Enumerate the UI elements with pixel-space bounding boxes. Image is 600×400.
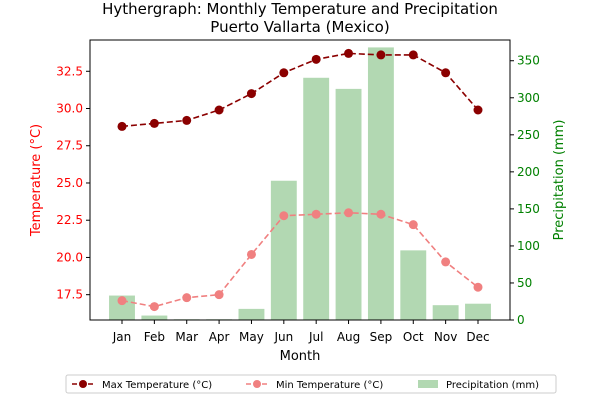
- min-temperature-point-may: [246, 249, 256, 259]
- precip-bar-aug: [335, 88, 362, 320]
- chart-title: Hythergraph: Monthly Temperature and Pre…: [102, 0, 498, 18]
- axes: Jan Feb Mar Apr May Jun Jul Aug Sep Oct Nov Dec 17.5…: [56, 39, 540, 344]
- max-temperature-point-jan: [117, 121, 127, 131]
- y-right-tick-label: 350: [517, 54, 540, 68]
- y-axis-right-label: Precipitation (mm): [552, 120, 567, 241]
- max-temperature-point-aug: [344, 48, 354, 58]
- y-right-tick-label: 50: [517, 276, 532, 290]
- x-tick-label: Jul: [308, 330, 323, 344]
- legend-max-temperature-marker: [79, 380, 87, 388]
- min-temperature-point-apr: [214, 290, 224, 300]
- y-right-tick-label: 100: [517, 239, 540, 253]
- max-temperature-point-sep: [376, 50, 386, 60]
- x-tick-label: Dec: [466, 330, 489, 344]
- chart-subtitle: Puerto Vallarta (Mexico): [210, 18, 389, 36]
- min-temperature-point-mar: [182, 293, 192, 303]
- precip-bar-jul: [303, 77, 330, 321]
- y-axis-left-label: Temperature (°C): [29, 124, 44, 237]
- x-axis-label: Month: [280, 349, 321, 364]
- x-tick-label: Mar: [175, 330, 198, 344]
- x-tick-label: Sep: [370, 330, 393, 344]
- legend-max-temperature-label: Max Temperature (°C): [102, 380, 212, 391]
- max-temperature-point-feb: [149, 118, 159, 128]
- x-tick-label: Jun: [273, 330, 293, 344]
- max-temperature-point-nov: [441, 68, 451, 78]
- x-tick-label: May: [239, 330, 264, 344]
- precip-bar-sep: [367, 47, 394, 320]
- max-temperature-point-dec: [473, 105, 483, 115]
- x-tick-label: Apr: [209, 330, 230, 344]
- max-temperature-point-apr: [214, 105, 224, 115]
- precip-bar-dec: [465, 303, 491, 320]
- y-right-tick-label: 0: [517, 313, 525, 327]
- max-temperature-point-jun: [279, 68, 289, 78]
- legend-min-temperature: Min Temperature (°C): [246, 380, 383, 391]
- min-temperature-point-dec: [473, 282, 483, 292]
- legend: Max Temperature (°C) Min Temperature (°C)…: [65, 374, 557, 394]
- x-tick-label: Feb: [144, 330, 165, 344]
- precip-bar-feb: [141, 315, 168, 320]
- max-temperature-line: [121, 52, 479, 128]
- min-temperature-point-feb: [149, 302, 159, 312]
- temperature-lines: [117, 48, 483, 312]
- legend-precipitation: Precipitation (mm): [418, 380, 539, 391]
- min-temperature-point-jan: [117, 296, 127, 306]
- y-left-tick-label: 17.5: [56, 288, 83, 302]
- x-tick-label: Nov: [434, 330, 457, 344]
- y-left-tick-label: 30.0: [56, 102, 83, 116]
- precipitation-bars: [109, 47, 491, 321]
- y-left-tick-label: 32.5: [56, 64, 83, 78]
- y-right-tick-label: 150: [517, 202, 540, 216]
- min-temperature-point-oct: [408, 220, 418, 230]
- legend-precipitation-swatch: [418, 380, 438, 388]
- precip-bar-oct: [400, 250, 427, 320]
- legend-max-temperature: Max Temperature (°C): [72, 380, 212, 391]
- max-temperature-point-jul: [311, 54, 321, 64]
- plot-frame: [89, 39, 511, 321]
- x-tick-label: Jan: [112, 330, 132, 344]
- min-temperature-point-sep: [376, 209, 386, 219]
- precip-bar-may: [238, 308, 265, 320]
- legend-min-temperature-label: Min Temperature (°C): [276, 380, 383, 391]
- min-temperature-point-aug: [344, 208, 354, 218]
- legend-min-temperature-marker: [253, 380, 261, 388]
- y-left-tick-label: 27.5: [56, 139, 83, 153]
- y-right-tick-label: 200: [517, 165, 540, 179]
- min-temperature-line: [121, 211, 479, 308]
- max-temperature-point-mar: [182, 115, 192, 125]
- y-left-tick-label: 22.5: [56, 213, 83, 227]
- min-temperature-point-jun: [279, 211, 289, 221]
- y-left-tick-label: 20.0: [56, 250, 83, 264]
- x-tick-label: Oct: [403, 330, 424, 344]
- max-temperature-point-oct: [408, 50, 418, 60]
- legend-box: [65, 374, 557, 394]
- y-right-tick-label: 250: [517, 128, 540, 142]
- x-tick-label: Aug: [337, 330, 360, 344]
- min-temperature-point-nov: [441, 257, 451, 267]
- y-right-tick-label: 300: [517, 91, 540, 105]
- min-temperature-point-jul: [311, 209, 321, 219]
- legend-precipitation-label: Precipitation (mm): [446, 380, 539, 391]
- max-temperature-point-may: [246, 89, 256, 99]
- y-left-tick-label: 25.0: [56, 176, 83, 190]
- precip-bar-nov: [432, 305, 459, 320]
- precip-bar-jun: [270, 180, 297, 320]
